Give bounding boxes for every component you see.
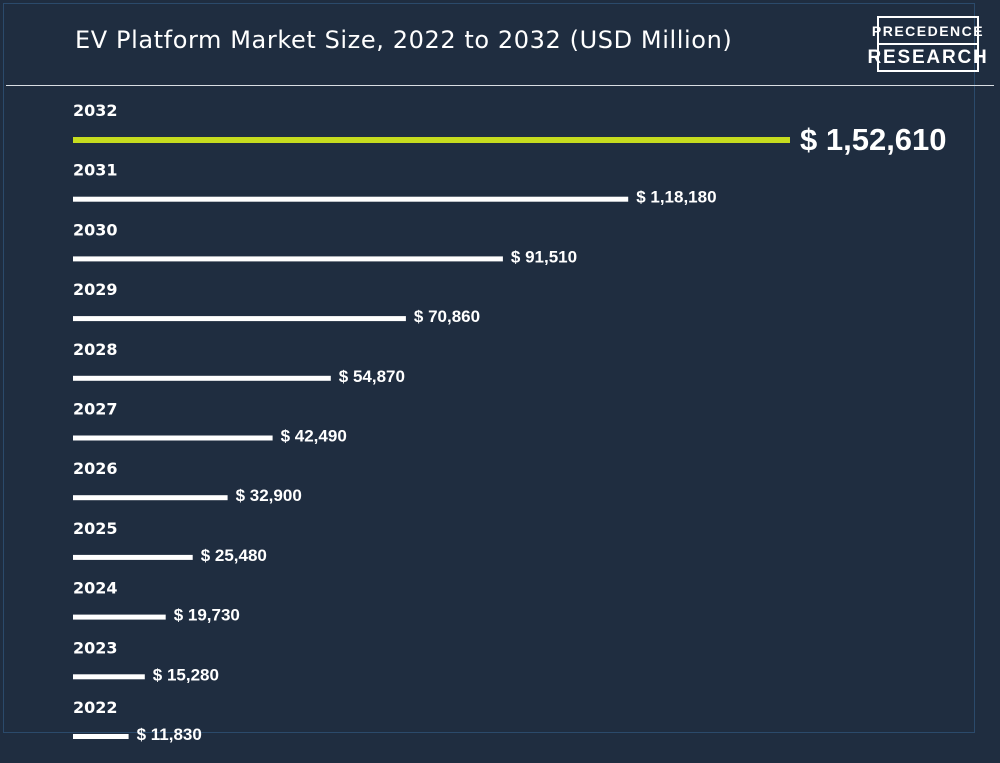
value-label-2026: $ 32,900 [236,486,302,505]
bar-2028 [73,375,331,381]
year-label-2032: 2032 [73,101,118,120]
value-label-2022: $ 11,830 [137,725,202,744]
value-label-2025: $ 25,480 [201,546,267,565]
value-label-2024: $ 19,730 [174,606,240,625]
bar-2023 [73,674,145,680]
value-label-2027: $ 42,490 [281,427,347,446]
value-label-2029: $ 70,860 [414,307,480,326]
value-label-2028: $ 54,870 [339,367,405,386]
bar-2026 [73,495,228,501]
bar-2024 [73,614,166,620]
bar-2027 [73,435,273,441]
value-label-2023: $ 15,280 [153,665,219,684]
bar-2031 [73,196,629,202]
year-label-2026: 2026 [73,459,118,478]
value-label-2032: $ 1,52,610 [800,122,947,157]
precedence-research-logo: PRECEDENCE RESEARCH [867,16,989,72]
year-label-2028: 2028 [73,340,118,359]
year-label-2030: 2030 [73,220,118,239]
bar-2030 [73,256,503,262]
year-label-2025: 2025 [73,519,118,538]
logo-line-1: PRECEDENCE [871,22,985,39]
chart-title: EV Platform Market Size, 2022 to 2032 (U… [75,26,733,54]
value-label-2030: $ 91,510 [511,247,577,266]
year-label-2022: 2022 [73,698,118,717]
bar-2022 [73,734,129,739]
logo-divider [879,43,977,45]
title-divider [6,85,994,86]
logo-line-2: RESEARCH [867,46,989,68]
year-label-2024: 2024 [73,579,118,598]
value-label-2031: $ 1,18,180 [636,188,716,207]
year-label-2027: 2027 [73,400,118,419]
chart-frame [3,3,975,733]
bar-2029 [73,316,406,322]
bar-2025 [73,554,193,560]
year-label-2029: 2029 [73,280,118,299]
bar-2032 [73,137,790,143]
year-label-2023: 2023 [73,638,118,657]
year-label-2031: 2031 [73,161,118,180]
